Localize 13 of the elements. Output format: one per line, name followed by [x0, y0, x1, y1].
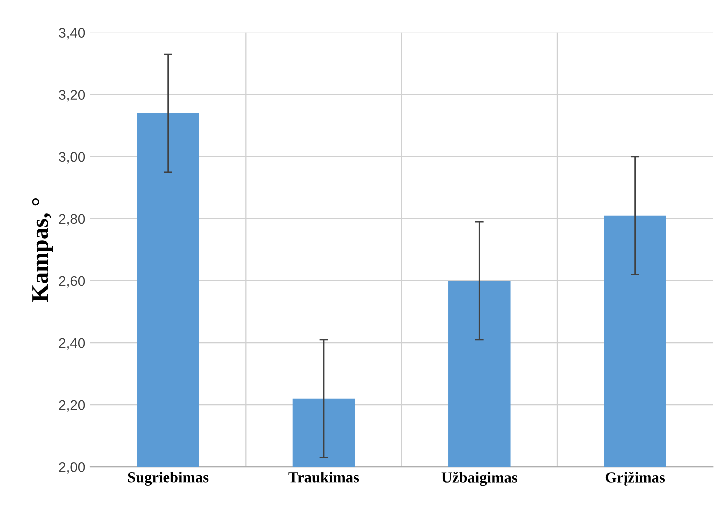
y-tick-label: 3,20 [59, 90, 86, 102]
y-tick-label: 2,80 [59, 214, 86, 226]
x-tick-label: Traukimas [288, 472, 360, 483]
x-tick-label: Grįžimas [606, 472, 666, 486]
x-tick-label: Sugriebimas [128, 472, 209, 486]
y-tick-label: 3,40 [59, 28, 86, 40]
y-tick-label: 2,00 [59, 462, 86, 474]
x-tick-label: Užbaigimas [442, 472, 518, 486]
y-tick-label: 2,40 [59, 338, 86, 350]
y-tick-label: 3,00 [59, 152, 86, 164]
y-axis-title: Kampas, ° [32, 198, 54, 302]
y-tick-label: 2,60 [59, 276, 86, 288]
y-tick-label: 2,20 [59, 400, 86, 412]
